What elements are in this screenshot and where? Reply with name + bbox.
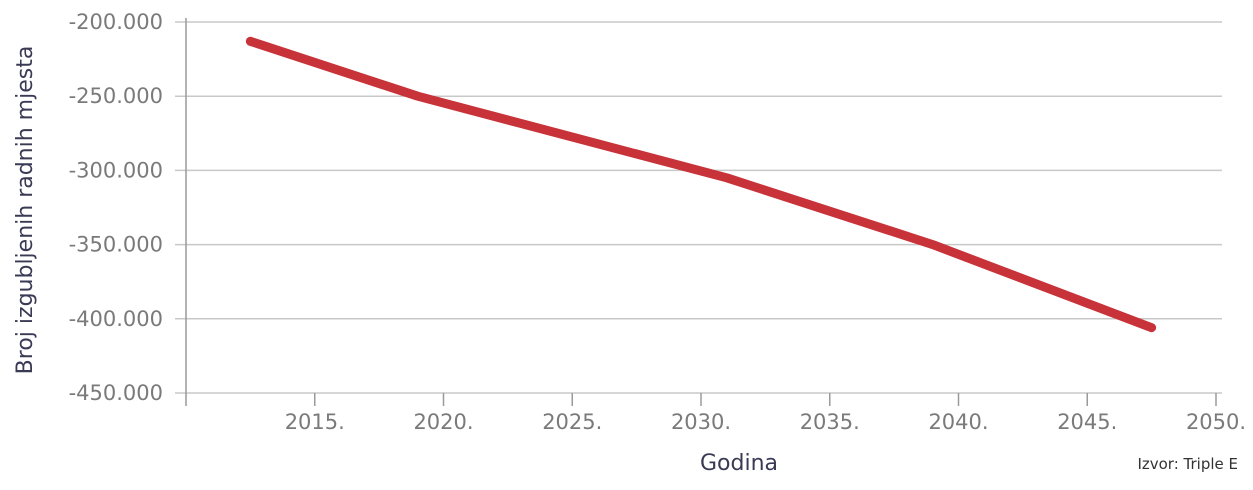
y-axis-title: Broj izgubljenih radnih mjesta bbox=[13, 46, 38, 375]
x-tick-label: 2020. bbox=[413, 410, 473, 434]
x-axis-title: Godina bbox=[700, 451, 778, 476]
y-tick-label: -300.000 bbox=[69, 158, 163, 182]
x-tick-label: 2040. bbox=[928, 410, 988, 434]
series-layer bbox=[245, 36, 1157, 333]
y-tick-label: -400.000 bbox=[69, 307, 163, 331]
y-axis: -200.000 -250.000 -300.000 -350.000 -400.000… bbox=[69, 10, 187, 406]
x-tick-label: 2045. bbox=[1057, 410, 1117, 434]
x-tick-label: 2015. bbox=[285, 410, 345, 434]
x-axis: 2015. 2020. 2025. 2030. 2035. 2040. 2045. 2050. bbox=[285, 393, 1246, 434]
series-line bbox=[245, 36, 1157, 333]
x-tick-label: 2035. bbox=[800, 410, 860, 434]
x-tick-label: 2025. bbox=[542, 410, 602, 434]
y-tick-label: -200.000 bbox=[69, 10, 163, 34]
y-tick-label: -250.000 bbox=[69, 84, 163, 108]
y-tick-label: -450.000 bbox=[69, 381, 163, 405]
x-tick-label: 2050. bbox=[1186, 410, 1246, 434]
x-tick-label: 2030. bbox=[671, 410, 731, 434]
y-tick-label: -350.000 bbox=[69, 233, 163, 257]
gridlines bbox=[175, 21, 1222, 394]
source-note: Izvor: Triple E bbox=[1137, 455, 1238, 473]
